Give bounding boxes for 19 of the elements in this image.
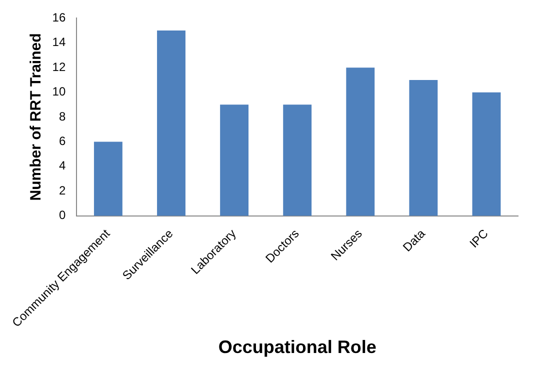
y-tick-label: 16 — [52, 10, 66, 25]
y-tick-label: 12 — [52, 60, 66, 74]
y-tick-label: 4 — [58, 158, 66, 173]
bar — [346, 68, 375, 216]
bar — [283, 104, 312, 216]
bar — [220, 104, 249, 216]
y-tick-label: 6 — [58, 134, 66, 148]
y-tick-label: 10 — [52, 84, 66, 99]
bar — [157, 30, 186, 216]
y-tick-label: 2 — [58, 183, 66, 198]
y-tick-label: 14 — [52, 35, 66, 50]
x-tick-label: IPC — [466, 226, 492, 251]
y-axis-title: Number of RRT Trained — [27, 33, 44, 201]
y-tick-label: 8 — [58, 109, 66, 124]
x-axis-title: Occupational Role — [218, 337, 376, 358]
bar — [472, 92, 501, 216]
y-tick-label: 0 — [58, 208, 66, 222]
bar — [409, 80, 438, 216]
bar — [94, 142, 122, 216]
